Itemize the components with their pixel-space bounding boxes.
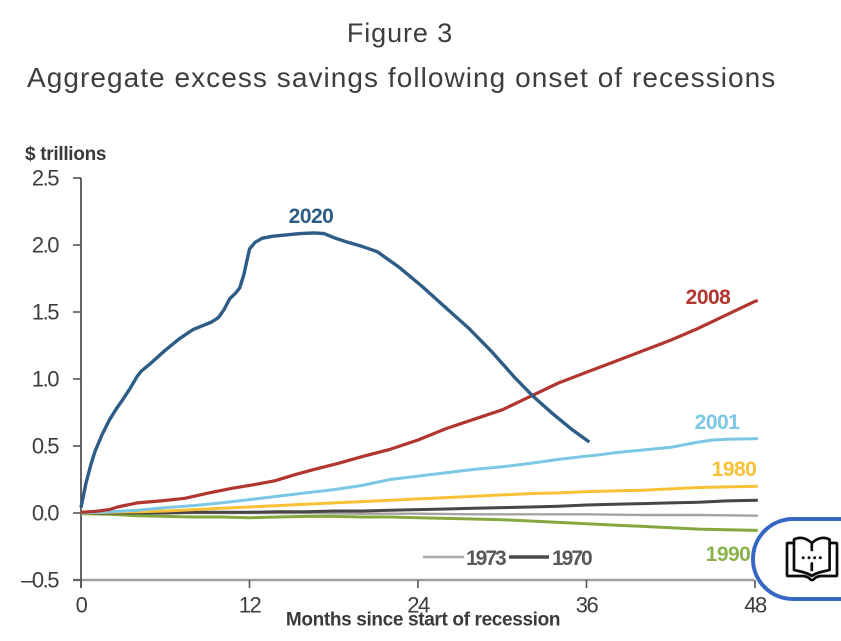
svg-text:2020: 2020 xyxy=(289,205,334,228)
svg-text:2008: 2008 xyxy=(686,286,732,309)
svg-text:1.5: 1.5 xyxy=(32,300,59,325)
svg-text:24: 24 xyxy=(407,593,430,618)
svg-text:36: 36 xyxy=(576,593,599,618)
svg-text:0: 0 xyxy=(76,593,88,618)
svg-text:2.0: 2.0 xyxy=(32,233,59,258)
svg-text:1990: 1990 xyxy=(706,543,751,566)
svg-text:–0.5: –0.5 xyxy=(21,568,59,593)
svg-text:2001: 2001 xyxy=(695,411,741,434)
svg-text:$ trillions: $ trillions xyxy=(25,144,106,165)
svg-text:2.5: 2.5 xyxy=(32,166,59,191)
svg-text:1.0: 1.0 xyxy=(32,367,59,392)
svg-text:1970: 1970 xyxy=(552,547,592,570)
svg-text:Months since start of recessio: Months since start of recession xyxy=(286,610,560,631)
svg-text:0.0: 0.0 xyxy=(32,501,59,526)
svg-text:1973: 1973 xyxy=(466,547,506,570)
svg-text:48: 48 xyxy=(744,593,767,618)
svg-text:12: 12 xyxy=(239,593,262,618)
svg-text:1980: 1980 xyxy=(712,458,757,481)
svg-text:0.5: 0.5 xyxy=(32,434,59,459)
